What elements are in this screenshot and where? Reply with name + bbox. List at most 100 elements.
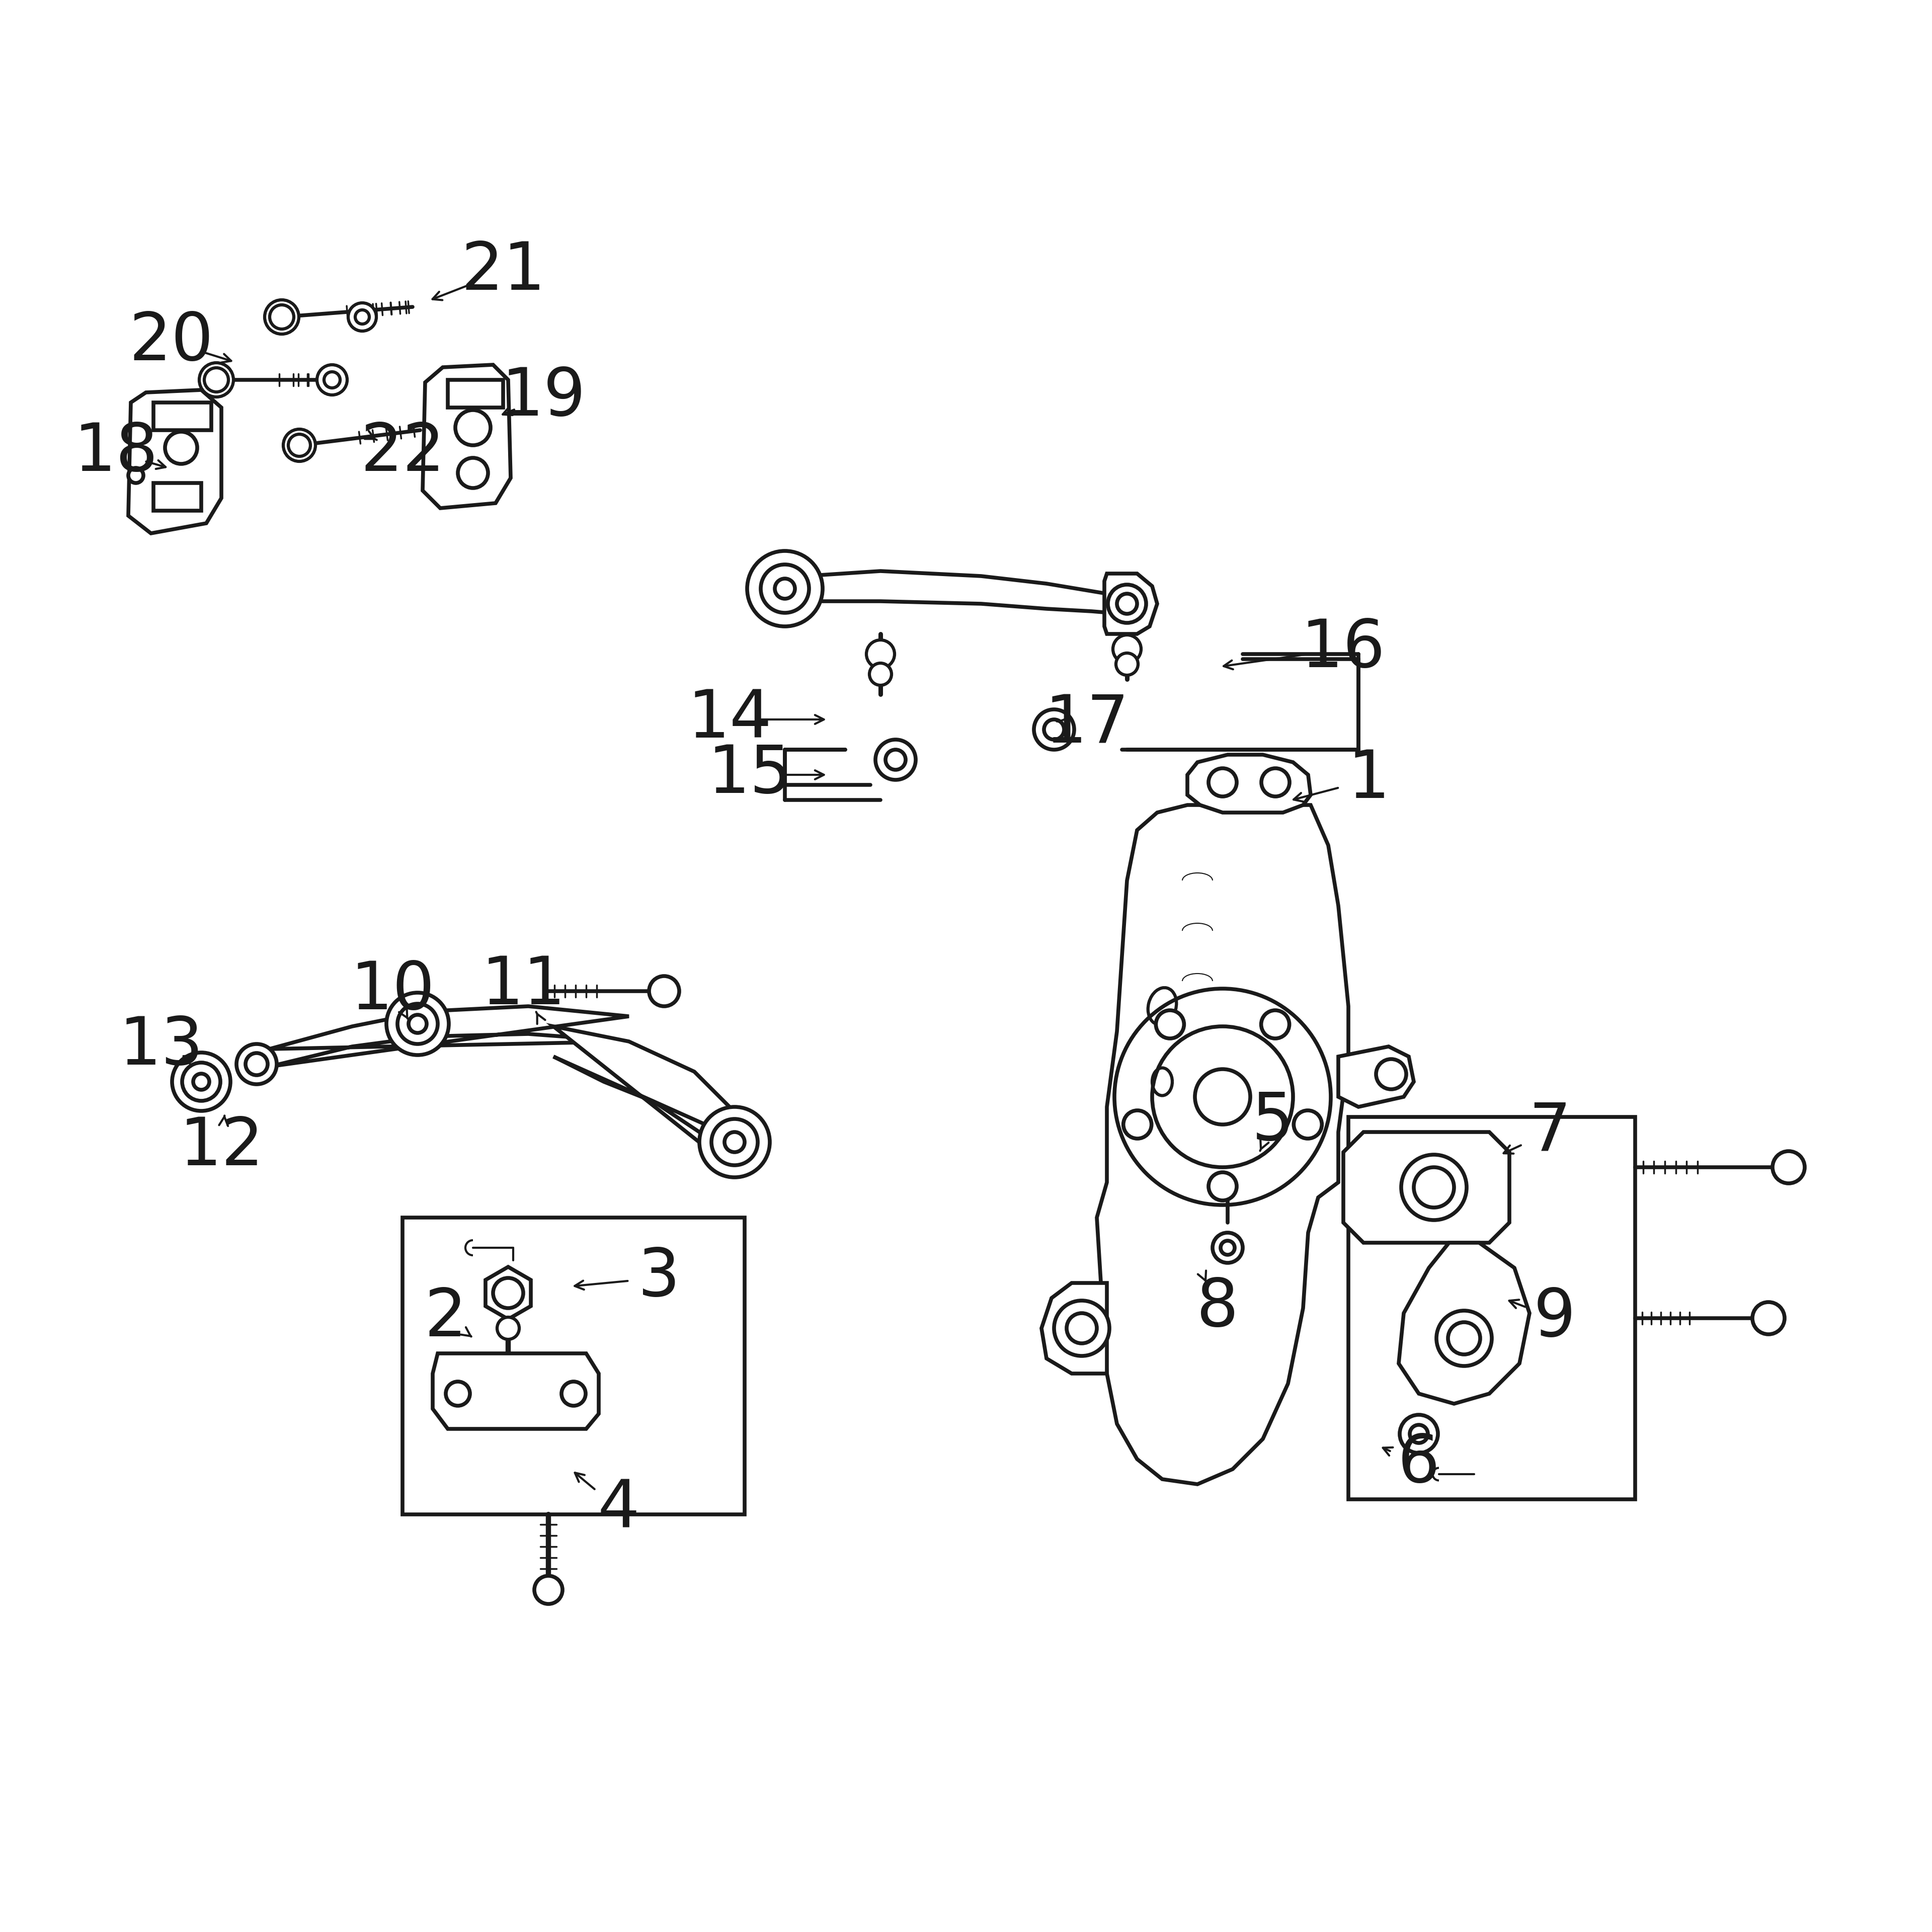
Circle shape xyxy=(1117,593,1138,614)
Circle shape xyxy=(1055,1300,1109,1356)
Circle shape xyxy=(265,299,299,334)
Circle shape xyxy=(325,371,340,388)
Circle shape xyxy=(1043,719,1065,740)
Circle shape xyxy=(1117,653,1138,674)
Circle shape xyxy=(128,468,143,483)
Circle shape xyxy=(875,740,916,781)
Circle shape xyxy=(1209,1173,1236,1200)
Circle shape xyxy=(1772,1151,1804,1182)
Text: 8: 8 xyxy=(1196,1277,1238,1341)
Circle shape xyxy=(408,1014,427,1034)
Circle shape xyxy=(1752,1302,1785,1335)
Circle shape xyxy=(164,431,197,464)
Circle shape xyxy=(497,1318,520,1339)
Polygon shape xyxy=(423,365,510,508)
Circle shape xyxy=(288,435,311,456)
Text: 1: 1 xyxy=(1347,748,1389,811)
Polygon shape xyxy=(1097,806,1349,1484)
Circle shape xyxy=(1410,1426,1428,1443)
Text: 16: 16 xyxy=(1300,616,1385,680)
Text: 19: 19 xyxy=(500,365,585,429)
Circle shape xyxy=(1399,1414,1437,1453)
Circle shape xyxy=(562,1381,585,1406)
Circle shape xyxy=(1107,585,1146,622)
Text: 3: 3 xyxy=(638,1246,680,1310)
Bar xyxy=(1349,1117,1634,1499)
Circle shape xyxy=(317,365,348,394)
Polygon shape xyxy=(433,1354,599,1430)
Circle shape xyxy=(245,1053,269,1076)
Circle shape xyxy=(1151,1026,1293,1167)
Text: 4: 4 xyxy=(597,1478,639,1542)
Circle shape xyxy=(236,1043,276,1084)
Text: 20: 20 xyxy=(129,311,213,375)
Circle shape xyxy=(1034,709,1074,750)
Circle shape xyxy=(348,303,377,330)
Circle shape xyxy=(535,1577,562,1604)
Circle shape xyxy=(182,1063,220,1101)
Text: 2: 2 xyxy=(425,1287,466,1350)
Circle shape xyxy=(866,639,895,668)
Text: 9: 9 xyxy=(1534,1287,1577,1350)
Circle shape xyxy=(1414,1167,1455,1208)
Bar xyxy=(448,381,502,408)
Polygon shape xyxy=(1041,1283,1107,1374)
Circle shape xyxy=(199,363,234,396)
Bar xyxy=(153,483,201,510)
Circle shape xyxy=(1213,1233,1242,1264)
Text: 22: 22 xyxy=(359,421,444,485)
Circle shape xyxy=(386,993,448,1055)
Circle shape xyxy=(493,1277,524,1308)
Circle shape xyxy=(1294,1111,1321,1138)
Polygon shape xyxy=(1339,1047,1414,1107)
Circle shape xyxy=(355,309,369,325)
Circle shape xyxy=(446,1381,469,1406)
Circle shape xyxy=(1221,1240,1235,1254)
Polygon shape xyxy=(553,1026,744,1163)
Circle shape xyxy=(1115,989,1331,1206)
Bar xyxy=(402,1217,744,1515)
Circle shape xyxy=(1066,1314,1097,1343)
Circle shape xyxy=(284,429,315,462)
Text: 11: 11 xyxy=(481,954,566,1018)
Circle shape xyxy=(725,1132,744,1151)
Text: 14: 14 xyxy=(688,688,771,752)
Circle shape xyxy=(1262,769,1289,796)
Polygon shape xyxy=(1399,1242,1530,1405)
Text: 12: 12 xyxy=(180,1115,263,1179)
Circle shape xyxy=(869,663,891,686)
Circle shape xyxy=(775,578,794,599)
Text: 5: 5 xyxy=(1252,1090,1294,1153)
Circle shape xyxy=(193,1074,209,1090)
Circle shape xyxy=(1376,1059,1406,1090)
Text: 18: 18 xyxy=(73,421,158,485)
Text: 17: 17 xyxy=(1045,692,1128,757)
Circle shape xyxy=(1435,1310,1492,1366)
Bar xyxy=(153,402,211,431)
Text: 7: 7 xyxy=(1528,1099,1571,1163)
Polygon shape xyxy=(1105,574,1157,634)
Circle shape xyxy=(1113,636,1142,663)
Circle shape xyxy=(1209,769,1236,796)
Polygon shape xyxy=(128,390,222,533)
Circle shape xyxy=(711,1119,757,1165)
Text: 10: 10 xyxy=(350,958,435,1024)
Text: 15: 15 xyxy=(707,744,792,808)
Circle shape xyxy=(456,410,491,444)
Text: 6: 6 xyxy=(1397,1432,1439,1495)
Circle shape xyxy=(1262,1010,1289,1037)
Circle shape xyxy=(270,305,294,328)
Circle shape xyxy=(748,551,823,626)
Polygon shape xyxy=(485,1267,531,1320)
Circle shape xyxy=(458,458,489,489)
Polygon shape xyxy=(269,1007,630,1066)
Circle shape xyxy=(398,1005,439,1043)
Circle shape xyxy=(1155,1010,1184,1037)
Circle shape xyxy=(205,367,228,392)
Circle shape xyxy=(172,1053,230,1111)
Circle shape xyxy=(699,1107,769,1177)
Circle shape xyxy=(761,564,810,612)
Circle shape xyxy=(1194,1068,1250,1124)
Polygon shape xyxy=(1343,1132,1509,1242)
Circle shape xyxy=(1401,1155,1466,1221)
